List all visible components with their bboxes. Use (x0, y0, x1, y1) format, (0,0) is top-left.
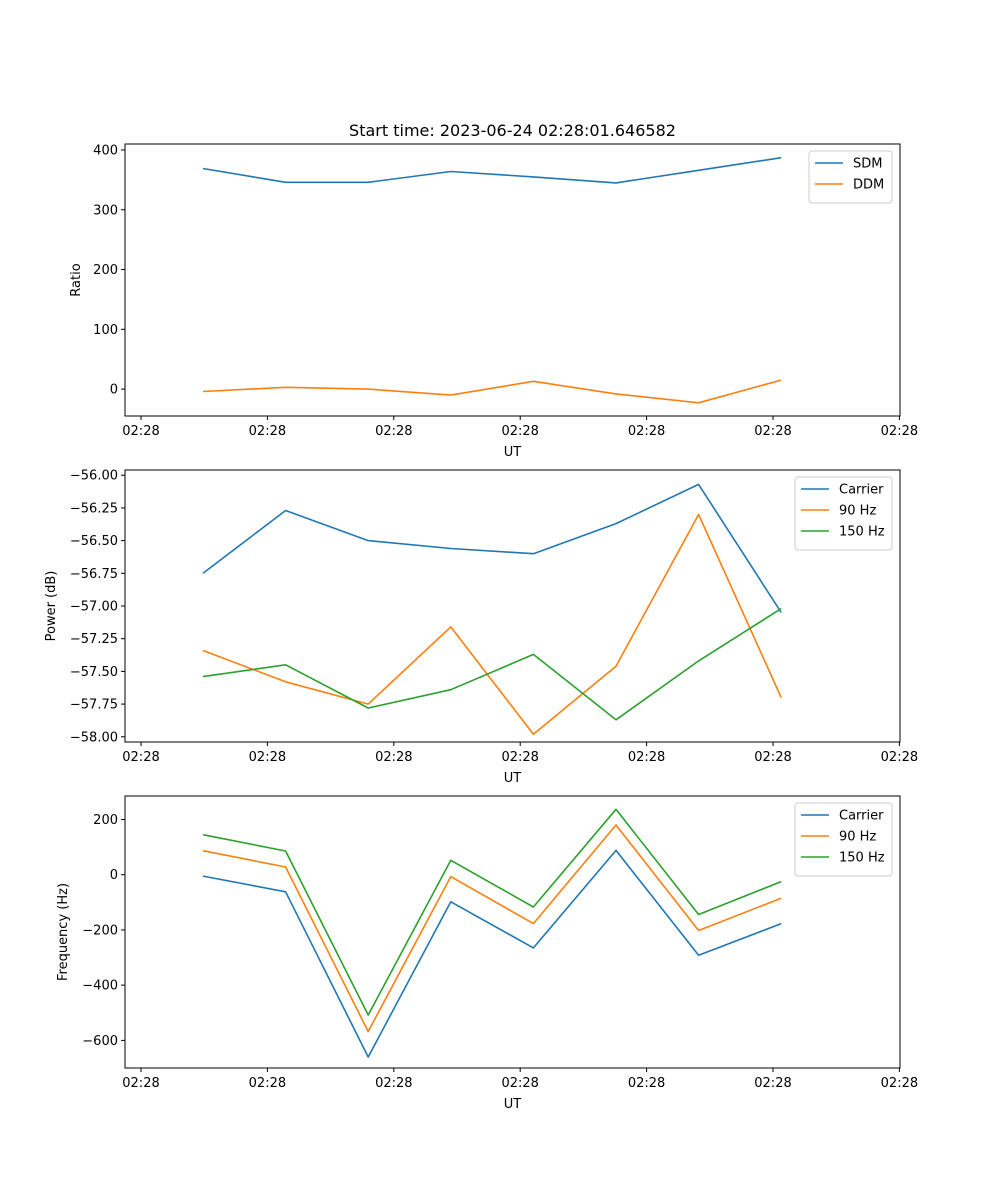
x-tick-label-ratio: 02:28 (754, 424, 791, 439)
x-tick-label-frequency: 02:28 (122, 1076, 159, 1091)
y-axis-label-ratio: Ratio (69, 263, 84, 296)
y-tick-label-frequency: −600 (82, 1034, 118, 1049)
x-tick-label-frequency: 02:28 (881, 1076, 918, 1091)
x-tick-label-ratio: 02:28 (501, 424, 538, 439)
x-tick-label-power: 02:28 (881, 750, 918, 765)
y-tick-label-frequency: −400 (82, 979, 118, 994)
y-tick-label-frequency: 200 (93, 813, 118, 828)
legend-power: Carrier 90 Hz 150 Hz (794, 476, 893, 551)
x-tick-label-ratio: 02:28 (249, 424, 286, 439)
y-tick-label-power: −56.00 (70, 469, 118, 484)
y-tick-label-power: −57.25 (70, 632, 118, 647)
plot-power-content: 02:2802:2802:2802:2802:2802:2802:2802:29… (70, 469, 918, 765)
plot-frequency-content: 02:2802:2802:2802:2802:2802:2802:2802:29… (82, 808, 918, 1091)
x-tick-label-frequency: 02:28 (375, 1076, 412, 1091)
x-tick-label-frequency: 02:28 (754, 1076, 791, 1091)
legend-ratio: SDM DDM (808, 150, 893, 204)
y-tick-label-power: −57.00 (70, 600, 118, 615)
x-tick-label-power: 02:28 (122, 750, 159, 765)
subplot-ratio: 02:2802:2802:2802:2802:2802:2802:2802:29… (69, 143, 918, 460)
series-line-ratio-1 (202, 379, 782, 404)
plot-area-frequency (124, 795, 901, 1069)
legend-label-frequency: 90 Hz (839, 830, 876, 845)
y-tick-label-frequency: 0 (110, 868, 118, 883)
y-tick-label-ratio: 400 (93, 143, 118, 158)
legend-label-power: 150 Hz (839, 525, 885, 540)
x-tick-label-power: 02:28 (628, 750, 665, 765)
y-axis-label-power: Power (dB) (44, 571, 59, 642)
y-tick-label-ratio: 100 (93, 323, 118, 338)
plot-ratio-content: 02:2802:2802:2802:2802:2802:2802:2802:29… (93, 143, 918, 439)
x-axis-label-frequency: UT (504, 1097, 522, 1112)
series-line-power-0 (202, 483, 782, 613)
y-tick-label-frequency: −200 (82, 923, 118, 938)
series-line-frequency-2 (202, 808, 782, 1016)
series-line-power-2 (202, 607, 782, 721)
legend-label-ratio: SDM (853, 157, 882, 172)
series-line-power-1 (202, 513, 782, 736)
series-line-ratio-0 (202, 156, 782, 184)
y-tick-label-power: −57.75 (70, 698, 118, 713)
y-tick-label-power: −56.25 (70, 501, 118, 516)
y-tick-label-power: −58.00 (70, 730, 118, 745)
x-tick-label-ratio: 02:28 (375, 424, 412, 439)
y-tick-label-ratio: 300 (93, 203, 118, 218)
x-tick-label-ratio: 02:28 (122, 424, 159, 439)
y-axis-label-frequency: Frequency (Hz) (56, 883, 71, 981)
x-tick-label-ratio: 02:28 (881, 424, 918, 439)
y-tick-label-ratio: 200 (93, 263, 118, 278)
legend-label-ratio: DDM (853, 178, 884, 193)
figure-title: Start time: 2023-06-24 02:28:01.646582 (349, 121, 676, 140)
legend-label-power: Carrier (839, 483, 884, 498)
x-tick-label-power: 02:28 (501, 750, 538, 765)
x-axis-label-ratio: UT (504, 445, 522, 460)
plot-area-power (124, 469, 901, 743)
subplot-power: 02:2802:2802:2802:2802:2802:2802:2802:29… (44, 469, 918, 786)
y-tick-label-ratio: 0 (110, 383, 118, 398)
x-tick-label-power: 02:28 (375, 750, 412, 765)
x-tick-label-ratio: 02:28 (628, 424, 665, 439)
y-tick-label-power: −56.75 (70, 567, 118, 582)
legend-box-ratio (808, 150, 893, 204)
x-tick-label-frequency: 02:28 (628, 1076, 665, 1091)
y-tick-label-power: −56.50 (70, 534, 118, 549)
x-tick-label-frequency: 02:28 (249, 1076, 286, 1091)
x-tick-label-power: 02:28 (754, 750, 791, 765)
x-tick-label-power: 02:28 (249, 750, 286, 765)
legend-label-frequency: Carrier (839, 809, 884, 824)
legend-frequency: Carrier 90 Hz 150 Hz (794, 802, 893, 877)
y-tick-label-power: −57.50 (70, 665, 118, 680)
x-tick-label-frequency: 02:28 (501, 1076, 538, 1091)
legend-label-power: 90 Hz (839, 504, 876, 519)
series-line-frequency-0 (202, 849, 782, 1058)
x-axis-label-power: UT (504, 771, 522, 786)
legend-label-frequency: 150 Hz (839, 851, 885, 866)
plot-area-ratio (124, 143, 901, 417)
subplot-frequency: 02:2802:2802:2802:2802:2802:2802:2802:29… (56, 795, 918, 1112)
series-line-frequency-1 (202, 824, 782, 1033)
